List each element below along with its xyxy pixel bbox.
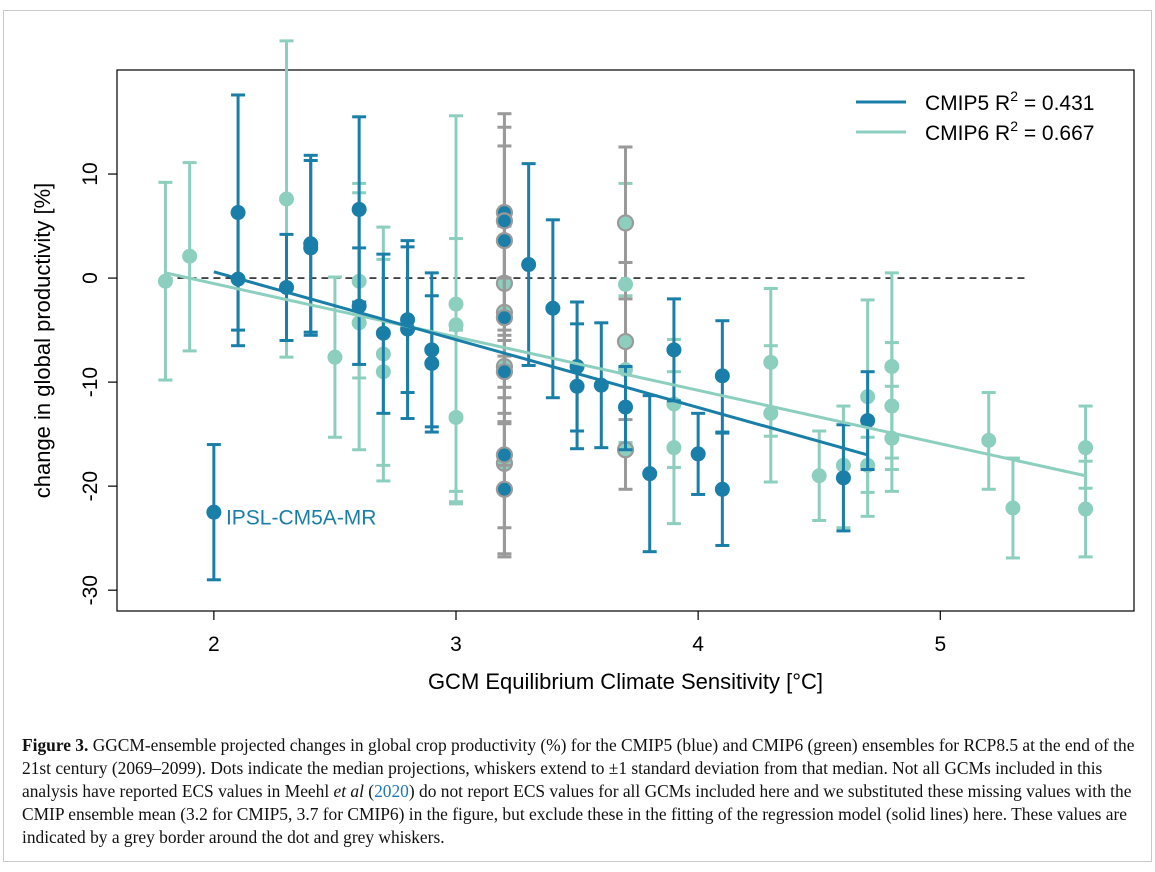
series-cmip6 — [157, 39, 1094, 560]
x-tick-label: 2 — [208, 633, 220, 656]
data-point — [495, 480, 514, 498]
data-point — [714, 368, 730, 384]
x-axis-label: GCM Equilibrium Climate Sensitivity [°C] — [428, 669, 823, 694]
data-point — [616, 332, 635, 351]
data-point — [448, 296, 464, 312]
data-point — [981, 432, 997, 448]
data-point — [448, 409, 464, 425]
data-point — [230, 205, 246, 221]
y-tick-label: -30 — [79, 575, 102, 605]
data-point — [884, 359, 900, 375]
data-point — [495, 232, 514, 250]
regression-line-cmip5 — [213, 270, 869, 457]
data-point — [763, 354, 779, 370]
data-point — [375, 325, 391, 341]
data-point — [157, 273, 173, 289]
series-cmip5 — [206, 93, 876, 582]
data-point — [618, 399, 633, 415]
y-tick-label: -10 — [79, 367, 102, 397]
data-point — [521, 257, 537, 273]
y-tick-label: 0 — [79, 272, 102, 284]
data-point — [495, 212, 514, 230]
data-point — [616, 214, 635, 232]
y-axis-label: change in global productivity [%] — [30, 183, 55, 499]
data-point — [811, 468, 827, 484]
plot-area — [116, 69, 1135, 612]
data-point — [1005, 500, 1021, 516]
data-point — [424, 355, 440, 371]
caption-paren: ( — [363, 781, 375, 801]
data-point — [448, 317, 464, 333]
caption-text-2: ) do not report ECS values for all GCMs … — [22, 781, 1132, 847]
y-tick-label: -20 — [79, 471, 102, 501]
data-point — [860, 413, 876, 429]
data-point — [182, 248, 198, 264]
x-tick-label: 3 — [450, 633, 462, 656]
data-point — [618, 276, 633, 292]
data-point — [763, 405, 779, 421]
data-point — [1078, 440, 1094, 456]
caption-et-al: et al — [333, 781, 364, 801]
legend-item-cmip6: CMIP6 R2 = 0.667 — [856, 118, 1094, 145]
data-point — [884, 398, 900, 414]
data-point — [714, 481, 730, 497]
data-point — [569, 378, 585, 394]
legend-item-cmip5: CMIP5 R2 = 0.431 — [856, 88, 1094, 115]
data-point — [666, 440, 682, 456]
data-point — [1078, 501, 1094, 517]
caption-label: Figure 3. — [22, 735, 89, 755]
data-point — [495, 446, 514, 464]
legend-label: CMIP5 R2 = 0.431 — [925, 88, 1094, 115]
caption-text-1: GGCM-ensemble projected changes in globa… — [22, 735, 1135, 801]
regression-line-cmip6 — [165, 271, 1086, 478]
x-tick-label: 4 — [692, 633, 704, 656]
data-point — [327, 349, 343, 365]
citation-link[interactable]: 2020 — [374, 781, 409, 801]
data-point — [666, 342, 682, 358]
data-point — [642, 466, 658, 482]
data-point — [545, 300, 561, 316]
data-point — [495, 363, 514, 381]
data-point — [690, 446, 706, 462]
annotation-ipsl: IPSL-CM5A-MR — [226, 507, 377, 530]
data-point — [303, 240, 319, 256]
figure-caption: Figure 3. GGCM-ensemble projected change… — [22, 734, 1142, 849]
data-point — [835, 470, 851, 486]
figure-frame — [3, 10, 1152, 862]
data-point — [206, 504, 222, 520]
y-tick-label: 10 — [79, 162, 102, 185]
legend-label: CMIP6 R2 = 0.667 — [925, 118, 1094, 145]
data-point — [495, 309, 514, 327]
chart: 2 3 4 5 -30 -20 -10 0 10 GCM Equilibrium Climate … — [30, 39, 1135, 694]
x-tick-label: 5 — [934, 633, 946, 656]
data-point — [279, 191, 294, 207]
data-point — [424, 342, 440, 358]
data-point — [351, 201, 367, 217]
